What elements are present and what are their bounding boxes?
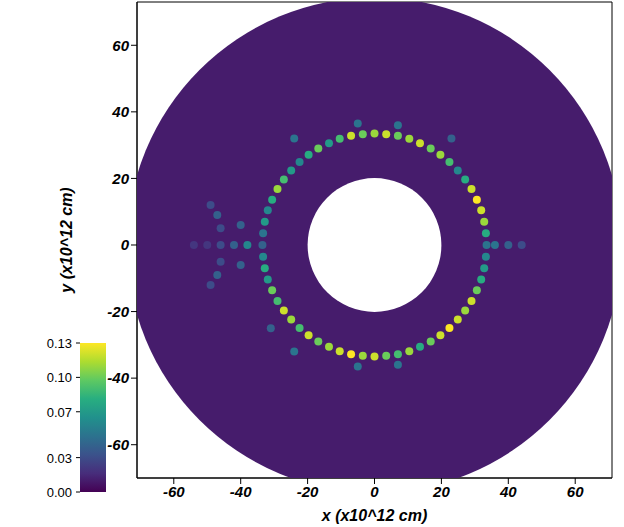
svg-text:-60: -60 xyxy=(107,436,129,453)
svg-text:60: 60 xyxy=(112,37,129,54)
svg-text:40: 40 xyxy=(499,483,517,500)
svg-text:0.07: 0.07 xyxy=(47,405,72,420)
svg-text:-40: -40 xyxy=(230,483,252,500)
svg-text:-20: -20 xyxy=(297,483,319,500)
svg-text:40: 40 xyxy=(111,103,129,120)
svg-text:0: 0 xyxy=(370,483,379,500)
svg-text:60: 60 xyxy=(567,483,584,500)
svg-text:-60: -60 xyxy=(163,483,185,500)
svg-text:0.00: 0.00 xyxy=(47,485,72,500)
svg-text:-20: -20 xyxy=(107,303,129,320)
svg-text:-40: -40 xyxy=(107,369,129,386)
svg-text:20: 20 xyxy=(432,483,450,500)
svg-text:x (x10^12 cm): x (x10^12 cm) xyxy=(321,507,427,524)
svg-text:y (x10^12 cm): y (x10^12 cm) xyxy=(58,187,75,293)
svg-text:0.10: 0.10 xyxy=(47,370,72,385)
svg-text:0: 0 xyxy=(121,236,130,253)
svg-text:0.03: 0.03 xyxy=(47,451,72,466)
svg-text:20: 20 xyxy=(111,170,129,187)
svg-text:0.13: 0.13 xyxy=(47,336,72,351)
